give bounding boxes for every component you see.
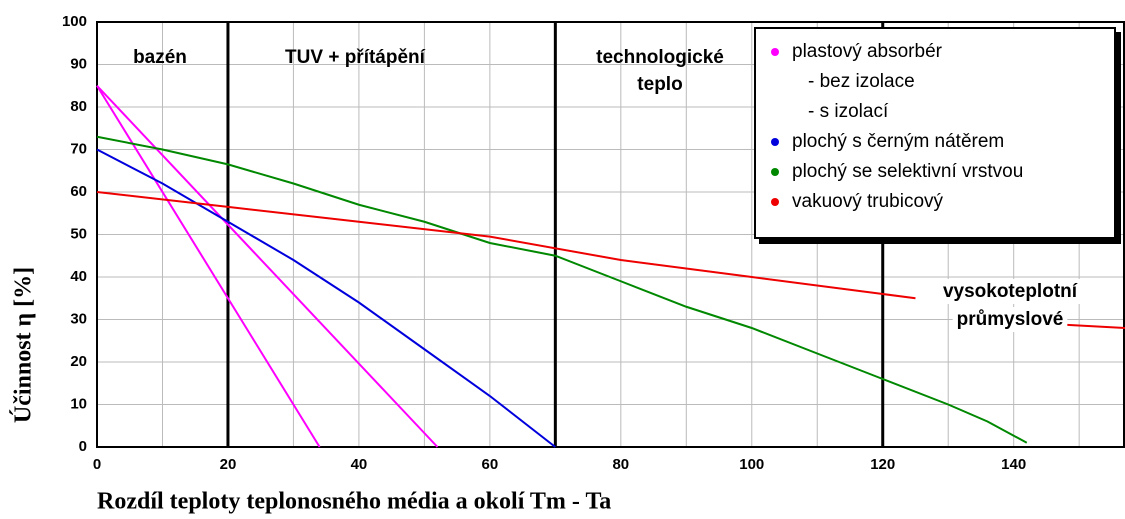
y-tick-label: 80 — [70, 98, 87, 115]
region-label-bg — [938, 279, 1082, 305]
legend-label: plochý se selektivní vrstvou — [792, 161, 1023, 182]
x-axis-label: Rozdíl teploty teplonosného média a okol… — [97, 489, 611, 515]
y-tick-label: 90 — [70, 55, 87, 72]
legend-label: plochý s černým nátěrem — [792, 131, 1004, 152]
y-tick-label: 20 — [70, 353, 87, 370]
y-tick-label: 30 — [70, 310, 87, 327]
x-tick-label: 80 — [612, 456, 629, 473]
legend-label: vakuový trubicový — [792, 191, 944, 212]
x-tick-label: 0 — [93, 456, 101, 473]
y-tick-label: 40 — [70, 268, 87, 285]
y-tick-label: 50 — [70, 225, 87, 242]
y-tick-label: 70 — [70, 140, 87, 157]
legend-marker — [771, 48, 779, 56]
plot-frame — [96, 21, 1125, 448]
x-tick-label: 20 — [220, 456, 237, 473]
series-line — [96, 85, 439, 448]
region-label: teplo — [637, 74, 682, 95]
region-label: TUV + přítápění — [285, 47, 426, 68]
region-label: průmyslové — [957, 309, 1064, 330]
legend-marker — [771, 168, 779, 176]
legend-marker — [771, 198, 779, 206]
region-label: vysokoteplotní — [943, 281, 1078, 302]
legend-label: plastový absorbér — [792, 41, 943, 62]
series-line — [96, 135, 1028, 444]
x-tick-label: 100 — [739, 456, 764, 473]
y-axis-label: Účinnost η [%] — [11, 267, 37, 423]
y-tick-label: 0 — [79, 438, 87, 455]
x-tick-label: 140 — [1001, 456, 1026, 473]
legend-label: - s izolací — [808, 101, 889, 122]
region-label-bg — [952, 307, 1068, 333]
legend-box — [754, 27, 1116, 239]
region-label: bazén — [133, 47, 187, 68]
y-tick-label: 100 — [62, 13, 87, 30]
x-tick-label: 120 — [870, 456, 895, 473]
x-tick-label: 40 — [351, 456, 368, 473]
y-tick-label: 60 — [70, 183, 87, 200]
x-tick-label: 60 — [482, 456, 499, 473]
region-label: technologické — [596, 47, 724, 68]
legend-marker — [771, 138, 779, 146]
legend: plastový absorbér - bez izolace - s izolac… — [754, 27, 1121, 244]
series-line — [96, 85, 321, 448]
legend-label: - bez izolace — [808, 71, 915, 92]
series-line — [96, 148, 556, 448]
y-tick-label: 10 — [70, 395, 87, 412]
